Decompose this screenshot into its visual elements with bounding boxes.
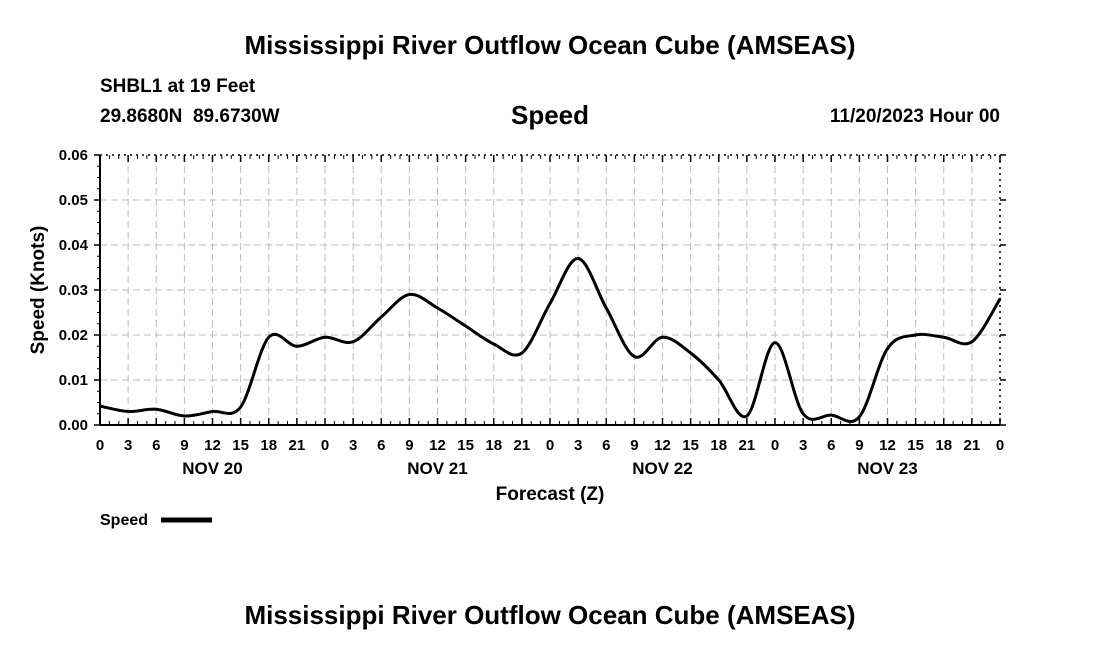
x-tick-label: 15 [907,437,924,454]
y-axis-label: Speed (Knots) [28,226,49,355]
speed-data-point [942,336,945,339]
x-tick-label: 21 [739,437,756,454]
variable-title: Speed [510,100,590,130]
speed-data-point [886,347,889,350]
speed-data-point [801,412,805,415]
speed-data-point [295,345,299,348]
speed-data-point [351,340,355,343]
day-label: NOV 22 [632,459,692,478]
speed-data-point [998,297,1002,301]
day-label: NOV 21 [407,459,467,478]
x-tick-label: 15 [232,437,249,454]
x-tick-label: 3 [799,437,807,454]
speed-data-point [492,342,495,346]
speed-data-point [605,306,608,310]
chart-title: Mississippi River Outflow Ocean Cube (AM… [244,30,856,60]
chart-series [98,257,1002,423]
x-tick-label: 12 [204,437,221,454]
x-tick-label: 12 [429,437,446,454]
speed-series-line [99,257,1002,423]
station-label: SHBL1 at 19 Feet [100,76,256,97]
speed-data-point [126,410,130,413]
x-tick-label: 0 [321,437,329,454]
speed-data-point [548,302,552,305]
x-tick-label: 0 [546,437,554,454]
chart-ticks: 0 3 6 9 12 15 18 21 0 3 6 9 12 15 18 21 0 3 6 9 12 15 18 21 0 3 6 9… [59,147,1006,478]
y-tick-label: 0.00 [59,417,88,434]
x-tick-label: 9 [405,437,413,454]
speed-data-point [436,306,439,310]
x-tick-label: 9 [180,437,188,454]
x-tick-label: 3 [124,437,132,454]
x-tick-label: 0 [996,437,1004,454]
y-tick-label: 0.02 [59,327,88,344]
speed-data-point [239,405,242,409]
x-tick-label: 9 [855,437,863,454]
speed-data-point [183,414,186,418]
speed-data-point [98,404,102,408]
x-tick-label: 6 [152,437,160,454]
x-tick-label: 18 [935,437,952,454]
legend-label: Speed [100,512,148,529]
speed-data-point [267,336,270,339]
speed-data-point [380,315,383,319]
x-tick-label: 0 [771,437,779,454]
speed-data-point [464,324,467,328]
x-tick-label: 18 [710,437,727,454]
speed-data-point [914,333,917,337]
x-axis-label: Forecast (Z) [496,484,605,505]
x-tick-label: 18 [485,437,502,454]
y-tick-label: 0.05 [59,192,88,209]
forecast-datetime: 11/20/2023 Hour 00 [829,106,1000,127]
speed-data-point [745,414,749,418]
speed-data-point [661,336,664,339]
x-tick-label: 6 [602,437,610,454]
speed-data-point [323,336,327,339]
day-label: NOV 20 [182,459,242,478]
speed-data-point [858,415,861,419]
speed-data-point [717,378,720,382]
y-tick-label: 0.04 [59,237,89,254]
speed-data-point [830,413,833,417]
x-tick-label: 12 [879,437,896,454]
footer-title: Mississippi River Outflow Ocean Cube (AM… [244,600,856,630]
x-tick-label: 15 [682,437,699,454]
x-tick-label: 3 [349,437,357,454]
speed-data-point [773,341,777,344]
x-tick-label: 21 [964,437,981,454]
x-tick-label: 6 [827,437,835,454]
speed-data-point [520,351,524,355]
x-tick-label: 21 [514,437,531,454]
y-tick-label: 0.06 [59,147,88,164]
speed-data-point [155,408,158,411]
x-tick-label: 0 [96,437,104,454]
chart-grid [100,155,1000,425]
x-tick-label: 12 [654,437,671,454]
speed-data-point [633,355,636,358]
speed-data-point [576,257,580,260]
x-tick-label: 18 [260,437,277,454]
x-tick-label: 15 [457,437,474,454]
speed-data-point [211,410,214,413]
x-tick-label: 3 [574,437,582,454]
coordinates-label: 29.8680N 89.6730W [100,106,280,127]
speed-data-point [408,293,411,296]
speed-data-point [970,340,974,343]
x-tick-label: 21 [289,437,306,454]
speed-data-point [689,351,692,355]
x-tick-label: 6 [377,437,385,454]
x-tick-label: 9 [630,437,638,454]
y-tick-label: 0.01 [59,372,88,389]
y-tick-label: 0.03 [59,282,88,299]
day-label: NOV 23 [857,459,917,478]
